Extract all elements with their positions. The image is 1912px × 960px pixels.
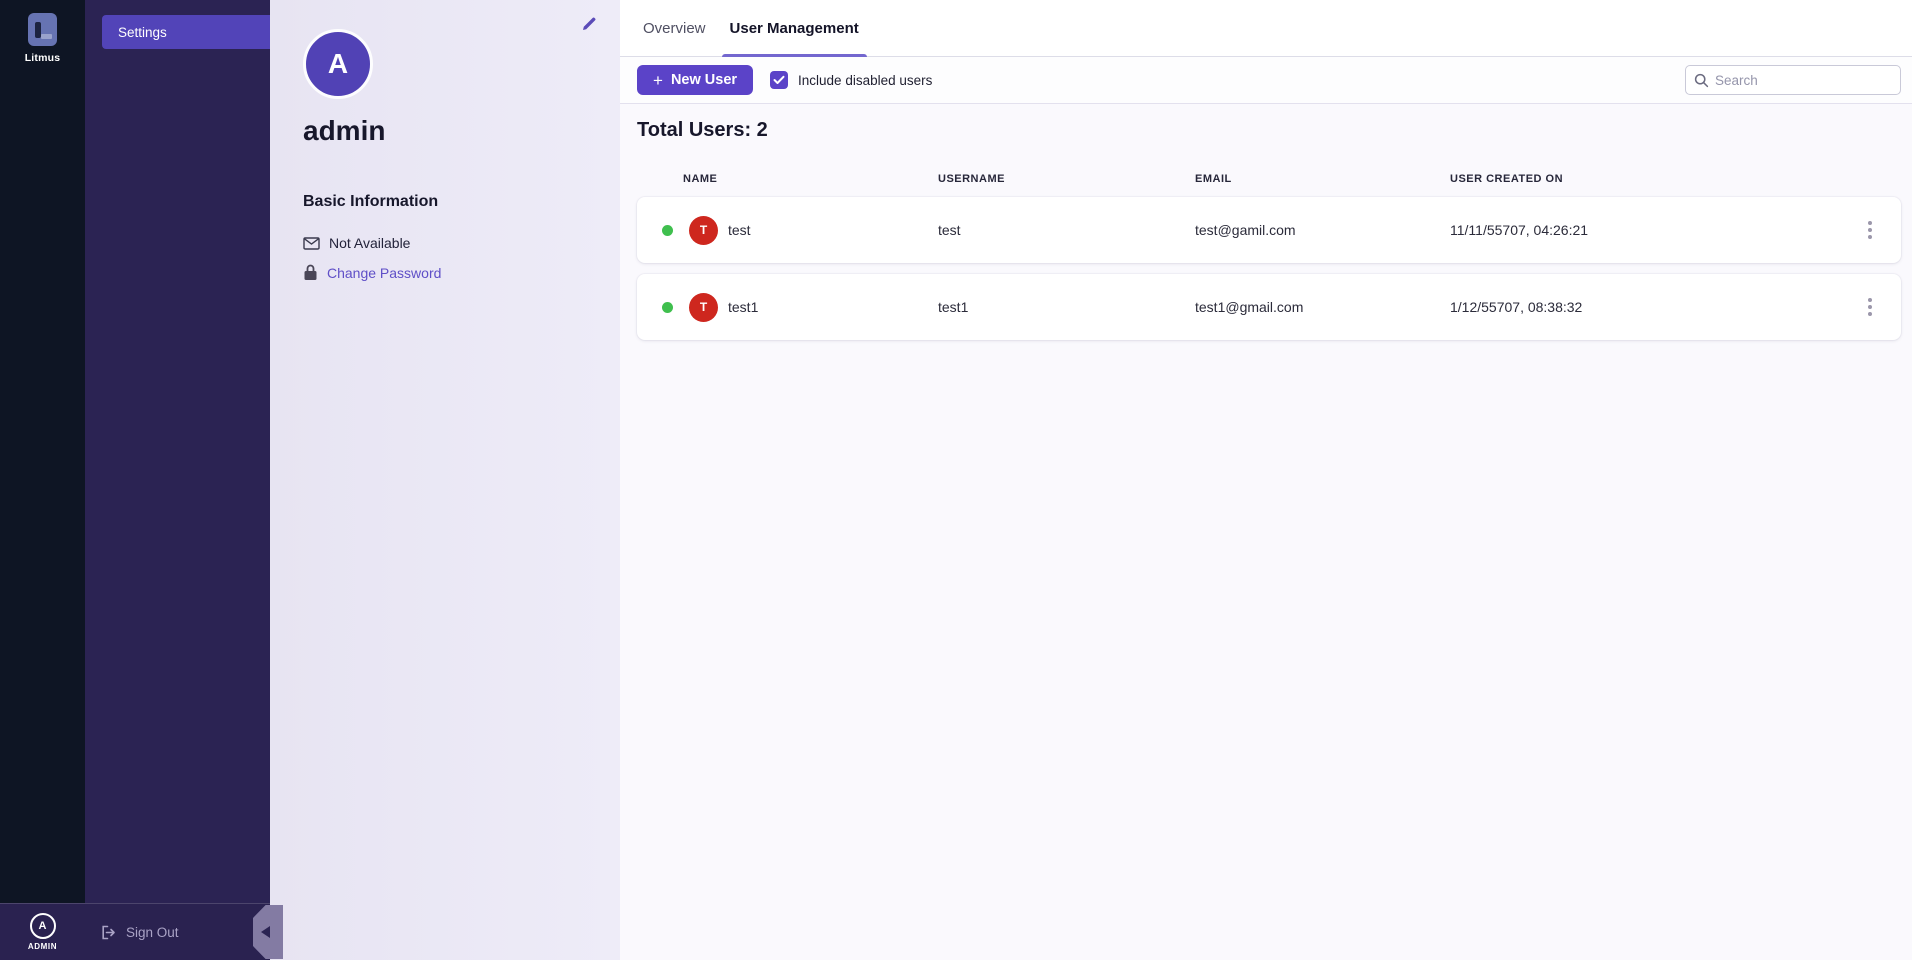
user-list-area: Total Users: 2 NAME USERNAME EMAIL USER … <box>620 104 1912 960</box>
email-status-text: Not Available <box>329 235 411 251</box>
plus-icon: + <box>653 70 663 90</box>
search-icon <box>1694 73 1709 87</box>
sign-out-button[interactable]: Sign Out <box>100 924 179 941</box>
tab-user-management[interactable]: User Management <box>721 0 867 57</box>
bottom-user-bar: A ADMIN Sign Out <box>0 903 283 960</box>
table-header-row: NAME USERNAME EMAIL USER CREATED ON <box>637 173 1901 185</box>
sidebar-item-settings[interactable]: Settings <box>102 15 270 49</box>
logout-icon <box>102 925 115 939</box>
tab-bar: Overview User Management <box>620 0 1912 57</box>
email-cell: test@gamil.com <box>1195 222 1296 238</box>
include-disabled-checkbox[interactable] <box>770 71 789 89</box>
row-actions-menu-button[interactable] <box>1855 215 1885 245</box>
sidebar-item-label: Settings <box>118 24 167 40</box>
username-cell: test1 <box>938 299 969 315</box>
sidebar-collapse-handle[interactable] <box>253 905 283 959</box>
column-header-created-on: USER CREATED ON <box>1450 173 1564 185</box>
search-box <box>1685 65 1901 95</box>
edit-profile-pencil-icon[interactable] <box>580 15 598 33</box>
user-avatar: T <box>689 292 718 322</box>
created-on-cell: 11/11/55707, 04:26:21 <box>1450 222 1589 238</box>
sidebar: Settings <box>85 0 270 960</box>
column-header-username: USERNAME <box>938 173 1005 185</box>
admin-avatar: A <box>29 913 56 939</box>
change-password-link[interactable]: Change Password <box>327 264 442 281</box>
user-avatar: T <box>689 215 718 245</box>
admin-label: ADMIN <box>27 942 58 951</box>
main-content: Overview User Management + New User Incl… <box>620 0 1912 960</box>
row-actions-menu-button[interactable] <box>1855 292 1885 322</box>
profile-name: admin <box>303 115 386 146</box>
user-name-cell: test <box>728 222 751 238</box>
created-on-cell: 1/12/55707, 08:38:32 <box>1450 299 1583 315</box>
status-active-dot <box>662 224 673 236</box>
total-users-heading: Total Users: 2 <box>637 119 768 141</box>
table-row[interactable]: T test1 test1 test1@gmail.com 1/12/55707… <box>637 274 1901 340</box>
envelope-icon <box>303 236 320 250</box>
include-disabled-checkbox-row[interactable]: Include disabled users <box>770 71 932 89</box>
new-user-button[interactable]: + New User <box>637 65 754 95</box>
change-password-row: Change Password <box>303 264 620 281</box>
tab-overview[interactable]: Overview <box>643 19 706 37</box>
search-input[interactable] <box>1715 72 1892 88</box>
user-toolbar: + New User Include disabled users <box>620 57 1912 104</box>
litmus-logo-label: Litmus <box>24 52 61 64</box>
litmus-logo[interactable]: Litmus <box>25 13 61 64</box>
new-user-button-label: New User <box>670 72 738 88</box>
username-cell: test <box>938 222 961 238</box>
chevron-left-icon <box>260 926 270 938</box>
check-icon <box>773 75 785 84</box>
left-rail: Litmus <box>0 0 85 960</box>
column-header-name: NAME <box>683 173 718 185</box>
email-status-row: Not Available <box>303 235 620 251</box>
status-active-dot <box>662 301 673 313</box>
profile-avatar: A <box>303 29 373 99</box>
basic-information-title: Basic Information <box>303 193 439 210</box>
sign-out-label: Sign Out <box>126 924 179 940</box>
include-disabled-label: Include disabled users <box>798 72 933 88</box>
table-row[interactable]: T test test test@gamil.com 11/11/55707, … <box>637 197 1901 263</box>
email-cell: test1@gmail.com <box>1195 299 1304 315</box>
admin-user-badge[interactable]: A ADMIN <box>0 913 85 951</box>
lock-icon <box>304 264 317 280</box>
column-header-email: EMAIL <box>1195 173 1232 185</box>
litmus-logo-icon <box>28 13 57 46</box>
user-name-cell: test1 <box>728 299 759 315</box>
profile-panel: A admin Basic Information Not Available … <box>270 0 620 960</box>
